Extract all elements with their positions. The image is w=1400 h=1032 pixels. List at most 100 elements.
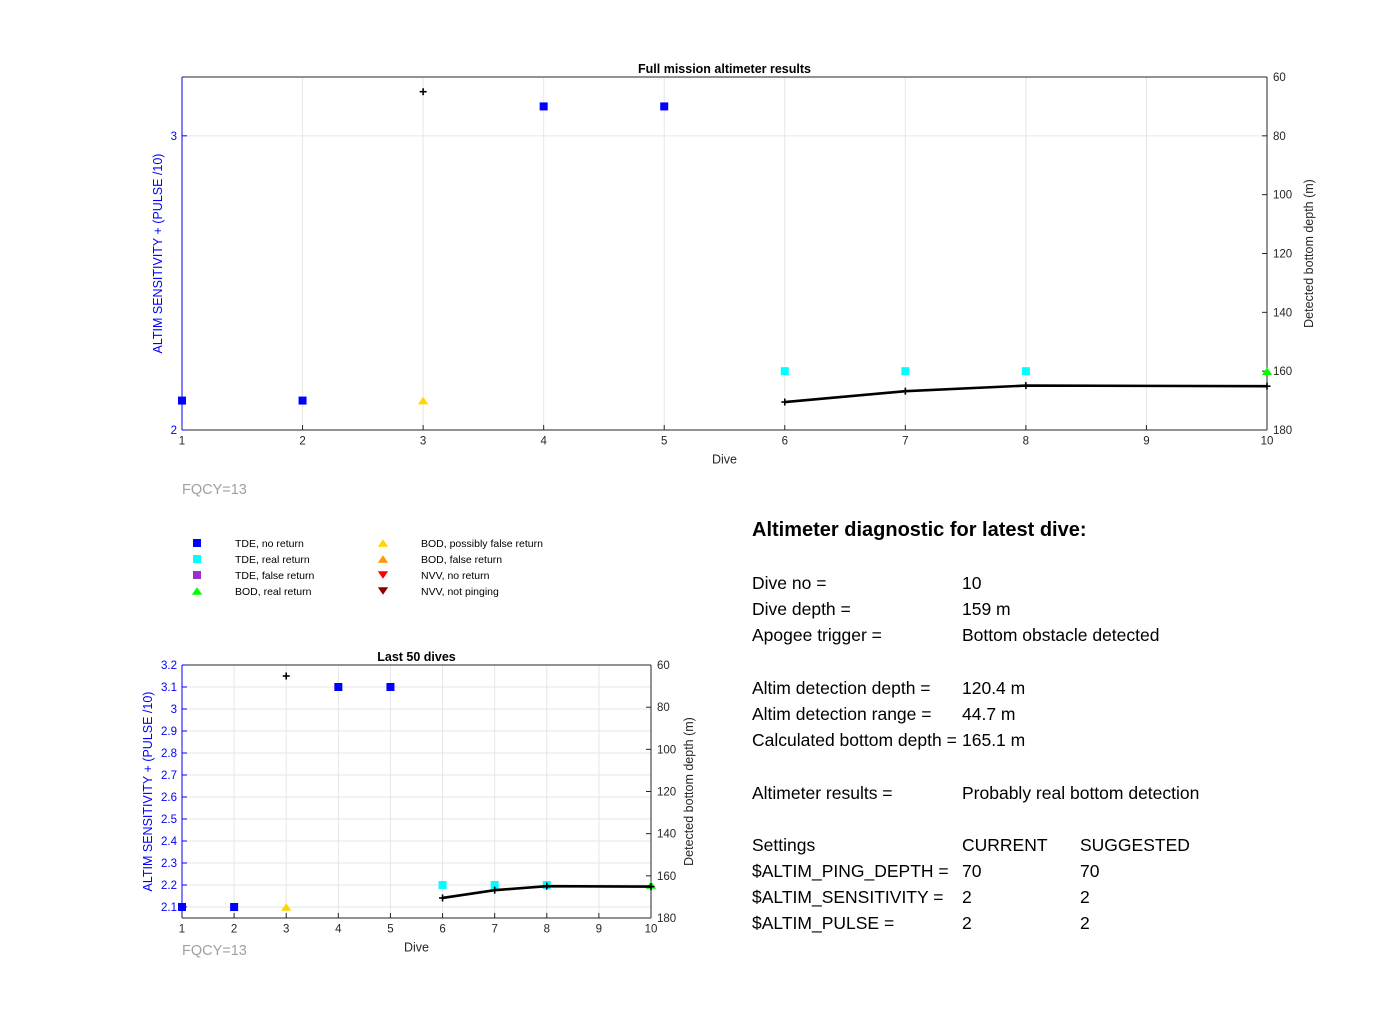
y-tick-label: 2.8 (161, 748, 177, 760)
series (1261, 367, 1273, 375)
diag-row-results: Altimeter results = Probably real bottom… (752, 780, 1352, 806)
x-tick-label: 6 (782, 436, 788, 448)
bottom-depth-point (543, 882, 551, 890)
y2-axis-label: Detected bottom depth (m) (1302, 179, 1316, 328)
y-tick-label: 2.4 (161, 836, 178, 848)
series (780, 367, 1030, 376)
bottom-depth-point (491, 886, 499, 894)
y2-tick-label: 160 (1273, 366, 1292, 378)
legend-entry: TDE, no return (193, 538, 304, 550)
y2-tick-label: 60 (657, 660, 670, 672)
y2-tick-label: 100 (1273, 190, 1292, 202)
diag-row-sensitivity: $ALTIM_SENSITIVITY = 2 2 (752, 884, 1352, 910)
x-tick-label: 1 (179, 436, 185, 448)
data-point (490, 881, 499, 889)
y-axis-label: ALTIM SENSITIVITY + (PULSE /10) (151, 154, 165, 354)
data-point (334, 683, 343, 691)
diag-row-apogee: Apogee trigger = Bottom obstacle detecte… (752, 622, 1352, 648)
data-point (901, 367, 910, 376)
legend-label: TDE, false return (235, 570, 315, 582)
ping-depth-label: $ALTIM_PING_DEPTH = (752, 861, 949, 882)
y2-tick-label: 180 (657, 913, 676, 925)
bottom-depth-point (901, 387, 909, 395)
x-tick-label: 8 (1023, 436, 1029, 448)
legend-marker (377, 587, 389, 595)
y2-tick-label: 120 (1273, 249, 1292, 261)
series (281, 903, 292, 911)
fqcy-footnote: FQCY=13 (182, 943, 247, 959)
diag-row-dive-no: Dive no = 10 (752, 570, 1352, 596)
x-tick-label: 2 (231, 924, 237, 936)
legend-label: BOD, possibly false return (421, 538, 543, 550)
chart-title: Last 50 dives (377, 650, 456, 664)
settings-label: Settings (752, 834, 816, 855)
y-tick-label: 2.3 (161, 858, 177, 870)
data-point (298, 396, 307, 405)
pulse-suggested: 2 (1080, 913, 1090, 934)
bottom-depth-point (1263, 382, 1271, 390)
pulse-label: $ALTIM_PULSE = (752, 913, 895, 934)
y-axis-label: ALTIM SENSITIVITY + (PULSE /10) (141, 692, 155, 892)
sensitivity-current: 2 (962, 887, 972, 908)
bottom-depth-point (439, 894, 447, 902)
legend: TDE, no return TDE, real return TDE, false… (191, 538, 543, 598)
x-axis-label: Dive (712, 453, 737, 467)
series (417, 396, 429, 405)
legend-label: NVV, not pinging (421, 586, 499, 598)
x-tick-label: 3 (283, 924, 289, 936)
chart-last-50-dives: 1 2 3 4 5 6 7 8 9 10 2.1 2.2 2.3 2.4 2.5 2.6 2.7 2.8 2.9 3 3… (141, 650, 696, 959)
legend-entry: BOD, real return (191, 586, 312, 598)
current-header: CURRENT (962, 834, 1048, 855)
diag-row-detection-range: Altim detection range = 44.7 m (752, 701, 1352, 727)
sensitivity-suggested: 2 (1080, 887, 1090, 908)
series (439, 882, 655, 902)
series (419, 88, 427, 96)
diag-row-detection-depth: Altim detection depth = 120.4 m (752, 675, 1352, 701)
legend-entry: BOD, possibly false return (377, 538, 543, 550)
series (178, 102, 669, 405)
diagnostic-panel: Altimeter diagnostic for latest dive: Di… (752, 518, 1352, 937)
sensitivity-label: $ALTIM_SENSITIVITY = (752, 887, 944, 908)
y2-tick-label: 60 (1273, 72, 1286, 84)
legend-label: TDE, real return (235, 554, 310, 566)
x-tick-label: 4 (335, 924, 342, 936)
data-point (282, 672, 290, 680)
data-point (386, 683, 395, 691)
legend-label: BOD, false return (421, 554, 502, 566)
bottom-depth-point (1022, 382, 1030, 390)
detection-range-value: 44.7 m (962, 703, 1016, 724)
suggested-header: SUGGESTED (1080, 834, 1190, 855)
data-point (1261, 367, 1273, 375)
fqcy-footnote: FQCY=13 (182, 482, 247, 498)
y2-axis-label: Detected bottom depth (m) (682, 717, 696, 866)
x-tick-label: 10 (645, 924, 658, 936)
series (282, 672, 290, 680)
diag-row-settings-header: Settings CURRENT SUGGESTED (752, 832, 1352, 858)
x-axis-label: Dive (404, 941, 429, 955)
legend-entry: NVV, no return (377, 570, 490, 582)
legend-entry: NVV, not pinging (377, 586, 499, 598)
spacer (752, 753, 1352, 779)
spacer (752, 806, 1352, 832)
y-tick-label: 2.1 (161, 902, 177, 914)
dive-depth-label: Dive depth = (752, 599, 851, 620)
x-tick-label: 3 (420, 436, 426, 448)
data-point (178, 396, 186, 405)
bottom-depth-point (647, 883, 655, 891)
dive-no-label: Dive no = (752, 573, 827, 593)
x-tick-label: 4 (540, 436, 547, 448)
x-tick-label: 7 (902, 436, 908, 448)
x-tick-label: 2 (299, 436, 305, 448)
legend-marker (377, 555, 389, 563)
y-tick-label: 2.2 (161, 880, 177, 892)
legend-marker (377, 571, 389, 579)
diag-row-ping-depth: $ALTIM_PING_DEPTH = 70 70 (752, 858, 1352, 884)
ping-depth-suggested: 70 (1080, 861, 1100, 882)
x-tick-label: 9 (596, 924, 602, 936)
y-tick-label: 2.9 (161, 726, 177, 738)
legend-entry: BOD, false return (377, 554, 502, 566)
y-tick-label: 3 (171, 704, 177, 716)
x-tick-label: 8 (544, 924, 550, 936)
bottom-depth-line (784, 384, 1268, 404)
spacer (752, 649, 1352, 675)
